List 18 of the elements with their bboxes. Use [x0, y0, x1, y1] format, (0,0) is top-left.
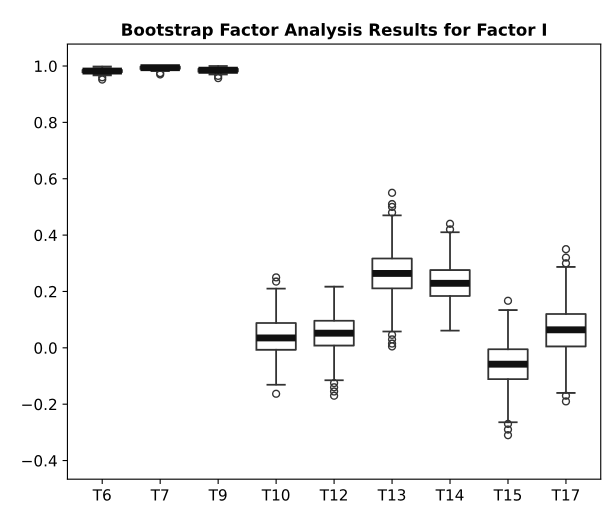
x-tick-label: T15	[494, 489, 522, 501]
y-tick-label: 0.0	[34, 342, 57, 354]
y-tick-label: −0.4	[22, 455, 57, 467]
x-tick-label: T9	[208, 489, 227, 501]
y-tick-label: 0.8	[34, 116, 57, 128]
x-tick-label: T7	[150, 489, 168, 500]
x-tick-label: T13	[378, 489, 406, 501]
y-tick-label: 0.6	[34, 173, 57, 185]
x-tick-label: T12	[320, 489, 347, 500]
y-tick-label: 0.4	[34, 230, 57, 242]
y-tick-label: −0.2	[22, 398, 56, 410]
x-tick-label: T6	[92, 489, 111, 501]
y-tick-label: 1.0	[35, 60, 57, 72]
y-tick-label: 0.2	[34, 286, 56, 298]
chart-title: Bootstrap Factor Analysis Results for Factor I	[122, 23, 546, 40]
x-tick-label: T10	[262, 489, 290, 501]
x-tick-label: T17	[552, 489, 580, 500]
x-tick-label: T14	[436, 489, 464, 500]
